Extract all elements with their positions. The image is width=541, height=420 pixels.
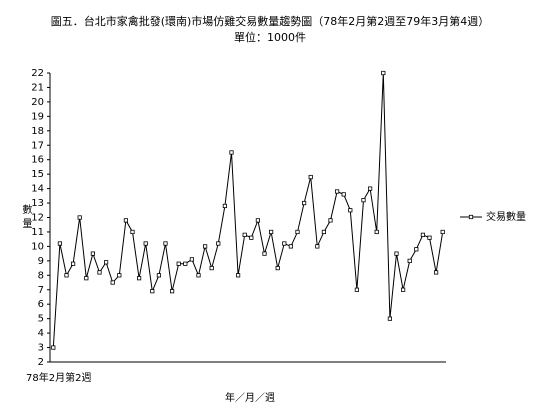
- data-point: [288, 244, 294, 249]
- data-point: [361, 198, 366, 203]
- y-tick-label: 21: [31, 82, 44, 93]
- data-point: [394, 251, 399, 256]
- data-point: [242, 232, 247, 237]
- data-point: [308, 174, 313, 180]
- data-point: [381, 70, 386, 76]
- data-point: [295, 229, 300, 235]
- y-tick-label: 16: [31, 155, 44, 166]
- data-point: [275, 265, 280, 271]
- data-point: [104, 260, 109, 265]
- data-point: [209, 265, 214, 271]
- data-point: [216, 241, 221, 246]
- data-point: [189, 257, 194, 262]
- data-point: [235, 273, 241, 278]
- data-point: [407, 258, 412, 263]
- y-tick-label: 4: [38, 328, 44, 339]
- y-tick-label: 3: [38, 343, 44, 354]
- y-tick-label: 5: [38, 314, 44, 325]
- data-point: [321, 229, 327, 235]
- data-point: [354, 287, 360, 292]
- data-point: [150, 289, 155, 294]
- data-point: [414, 247, 419, 252]
- y-tick-label: 19: [31, 111, 44, 122]
- data-point: [130, 229, 135, 235]
- data-point: [400, 287, 406, 292]
- y-tick-label: 20: [31, 97, 44, 108]
- legend-label: 交易數量: [486, 210, 526, 223]
- data-point: [420, 232, 426, 237]
- data-point: [427, 235, 432, 240]
- data-point: [341, 192, 346, 197]
- y-tick-label: 6: [38, 299, 44, 310]
- data-point: [282, 241, 287, 246]
- data-point: [64, 273, 69, 278]
- data-point: [387, 316, 393, 321]
- data-point: [440, 229, 445, 235]
- data-point: [110, 280, 115, 285]
- data-point: [374, 229, 379, 235]
- data-point: [229, 150, 234, 155]
- data-point: [90, 251, 95, 256]
- data-point: [268, 229, 274, 235]
- data-point: [301, 200, 307, 206]
- data-point: [77, 215, 82, 220]
- data-point: [328, 218, 333, 223]
- data-point: [57, 241, 63, 246]
- data-point: [163, 241, 168, 246]
- chart-title: 圖五．台北市家禽批發(環南)市場仿雞交易數量趨勢圖（78年2月第2週至79年3月…: [51, 14, 490, 28]
- data-point: [169, 289, 175, 294]
- y-tick-label: 22: [31, 68, 44, 79]
- y-tick-label: 10: [31, 241, 44, 252]
- y-tick-label: 18: [31, 126, 44, 137]
- y-axis-label: 數量: [20, 203, 32, 232]
- data-point: [249, 235, 254, 240]
- x-axis-label: 年／月／週: [225, 391, 275, 404]
- data-line: [52, 72, 444, 348]
- y-tick-label: 15: [31, 169, 44, 180]
- data-point: [51, 345, 56, 350]
- y-tick-label: 11: [31, 227, 44, 238]
- data-point: [183, 261, 188, 266]
- data-point: [97, 270, 102, 275]
- data-point: [156, 273, 161, 278]
- data-point: [84, 276, 89, 281]
- y-tick-label: 17: [31, 140, 44, 151]
- x-tick-label: 78年2月第2週: [26, 371, 91, 384]
- data-point: [262, 251, 267, 256]
- chart-subtitle: 單位：1000件: [234, 30, 306, 44]
- data-point: [202, 244, 208, 249]
- data-point: [255, 218, 261, 223]
- data-point: [176, 261, 181, 266]
- y-tick-label: 13: [31, 198, 44, 209]
- data-point: [196, 273, 201, 278]
- data-point: [222, 203, 227, 209]
- data-point: [367, 186, 373, 191]
- data-point: [433, 270, 439, 275]
- y-tick-label: 8: [38, 270, 44, 281]
- data-point: [348, 208, 353, 213]
- y-tick-label: 7: [38, 285, 44, 296]
- data-point: [143, 241, 148, 246]
- y-tick-label: 2: [38, 357, 44, 368]
- y-tick-label: 9: [38, 256, 44, 267]
- data-point: [123, 218, 128, 223]
- y-tick-label: 12: [31, 213, 44, 224]
- data-point: [71, 261, 76, 266]
- legend-marker: [468, 214, 474, 220]
- y-tick-label: 14: [31, 184, 44, 195]
- data-point: [334, 189, 340, 194]
- data-point: [136, 276, 142, 281]
- data-point: [117, 273, 122, 278]
- data-point: [315, 244, 320, 249]
